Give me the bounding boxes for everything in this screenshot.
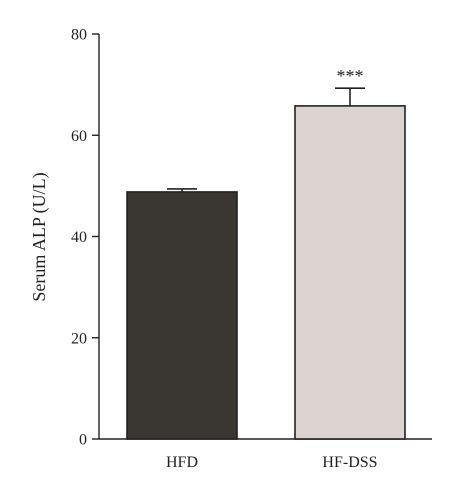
bar-hf-dss bbox=[294, 105, 406, 440]
y-axis-title: Serum ALP (U/L) bbox=[29, 172, 50, 301]
x-tick-label: HF-DSS bbox=[322, 454, 377, 471]
y-tick-label: 20 bbox=[71, 330, 87, 347]
y-tick-label: 40 bbox=[71, 229, 87, 246]
y-tick-label: 80 bbox=[71, 27, 87, 44]
y-tick-label: 0 bbox=[79, 432, 87, 449]
bar-hfd bbox=[126, 191, 238, 440]
y-tick-label: 60 bbox=[71, 128, 87, 145]
significance-label: *** bbox=[337, 66, 364, 86]
x-tick-label: HFD bbox=[166, 454, 198, 471]
